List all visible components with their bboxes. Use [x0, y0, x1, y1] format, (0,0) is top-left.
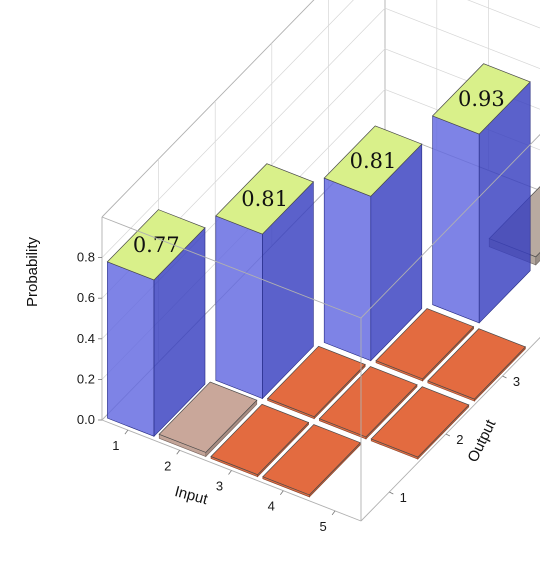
y-axis-title: Output — [464, 416, 499, 465]
z-tick-label: 0.2 — [77, 371, 95, 386]
bar-top-face — [370, 386, 470, 458]
x-tick-label: 4 — [268, 499, 275, 514]
bar-top-face — [158, 381, 258, 453]
chart-data-labels: 0.93 0.81 0.81 0.77 — [133, 87, 505, 257]
bar — [370, 386, 470, 460]
x-tick-mark — [331, 510, 336, 516]
z-tick-label: 0.6 — [77, 290, 95, 305]
y-tick-label: 1 — [400, 490, 407, 505]
bar — [262, 424, 362, 498]
bar — [427, 328, 527, 402]
bar — [106, 209, 206, 438]
box-back-edge — [385, 0, 540, 28]
bar-value-label: 0.81 — [241, 187, 288, 211]
z-axis-title: Probability — [24, 236, 41, 307]
bar-top-face — [318, 366, 418, 438]
bar-top-face — [266, 345, 366, 418]
bar-front-face — [215, 215, 263, 399]
box-back-edge — [101, 0, 315, 218]
bar-front-face — [107, 261, 155, 437]
chart-bars — [106, 63, 540, 498]
bar-top-face — [427, 328, 527, 400]
gridline — [101, 0, 540, 258]
x-tick-mark — [228, 470, 232, 475]
bar-top-face — [375, 308, 475, 380]
bar — [215, 163, 315, 400]
gridline — [101, 7, 540, 299]
y-tick-mark — [502, 375, 507, 379]
bar-value-label: 0.81 — [350, 149, 397, 173]
bar — [431, 63, 531, 324]
bar-top-face — [215, 163, 315, 235]
z-tick-label: 0.8 — [77, 250, 95, 265]
x-tick-label: 3 — [216, 479, 223, 494]
bar-top-face — [262, 424, 362, 496]
y-tick-label: 3 — [513, 374, 520, 389]
x-tick-mark — [279, 490, 284, 495]
bar-front-face — [432, 115, 480, 324]
bar-top-face — [106, 209, 206, 281]
bar — [318, 366, 418, 440]
x-tick-mark — [124, 429, 129, 435]
bar — [323, 125, 423, 362]
x-tick-label: 5 — [319, 519, 326, 534]
chart-tick-labels: 12345123450.00.20.40.60.8 — [77, 250, 520, 534]
bar — [266, 345, 366, 420]
bar-top-face — [323, 125, 423, 197]
x-axis-title: Input — [173, 483, 210, 508]
y-tick-mark — [445, 433, 451, 437]
x-tick-label: 2 — [164, 458, 171, 473]
bar-top-face — [210, 403, 310, 476]
box-front-edge — [360, 133, 540, 319]
z-tick-label: 0.4 — [77, 331, 95, 346]
bar — [158, 381, 258, 458]
bar-top-face — [431, 63, 531, 135]
bar — [375, 308, 475, 382]
bar — [210, 403, 310, 478]
y-tick-label: 2 — [456, 432, 463, 447]
z-tick-label: 0.0 — [77, 412, 95, 427]
box-front-edge — [101, 216, 362, 319]
x-tick-mark — [176, 450, 181, 455]
bar-value-label: 0.93 — [458, 87, 505, 111]
bar-side-face — [535, 252, 540, 266]
bar-front-face — [323, 177, 372, 362]
x-tick-label: 1 — [112, 438, 119, 453]
bar-value-label: 0.77 — [133, 233, 180, 257]
y-tick-mark — [389, 491, 394, 495]
